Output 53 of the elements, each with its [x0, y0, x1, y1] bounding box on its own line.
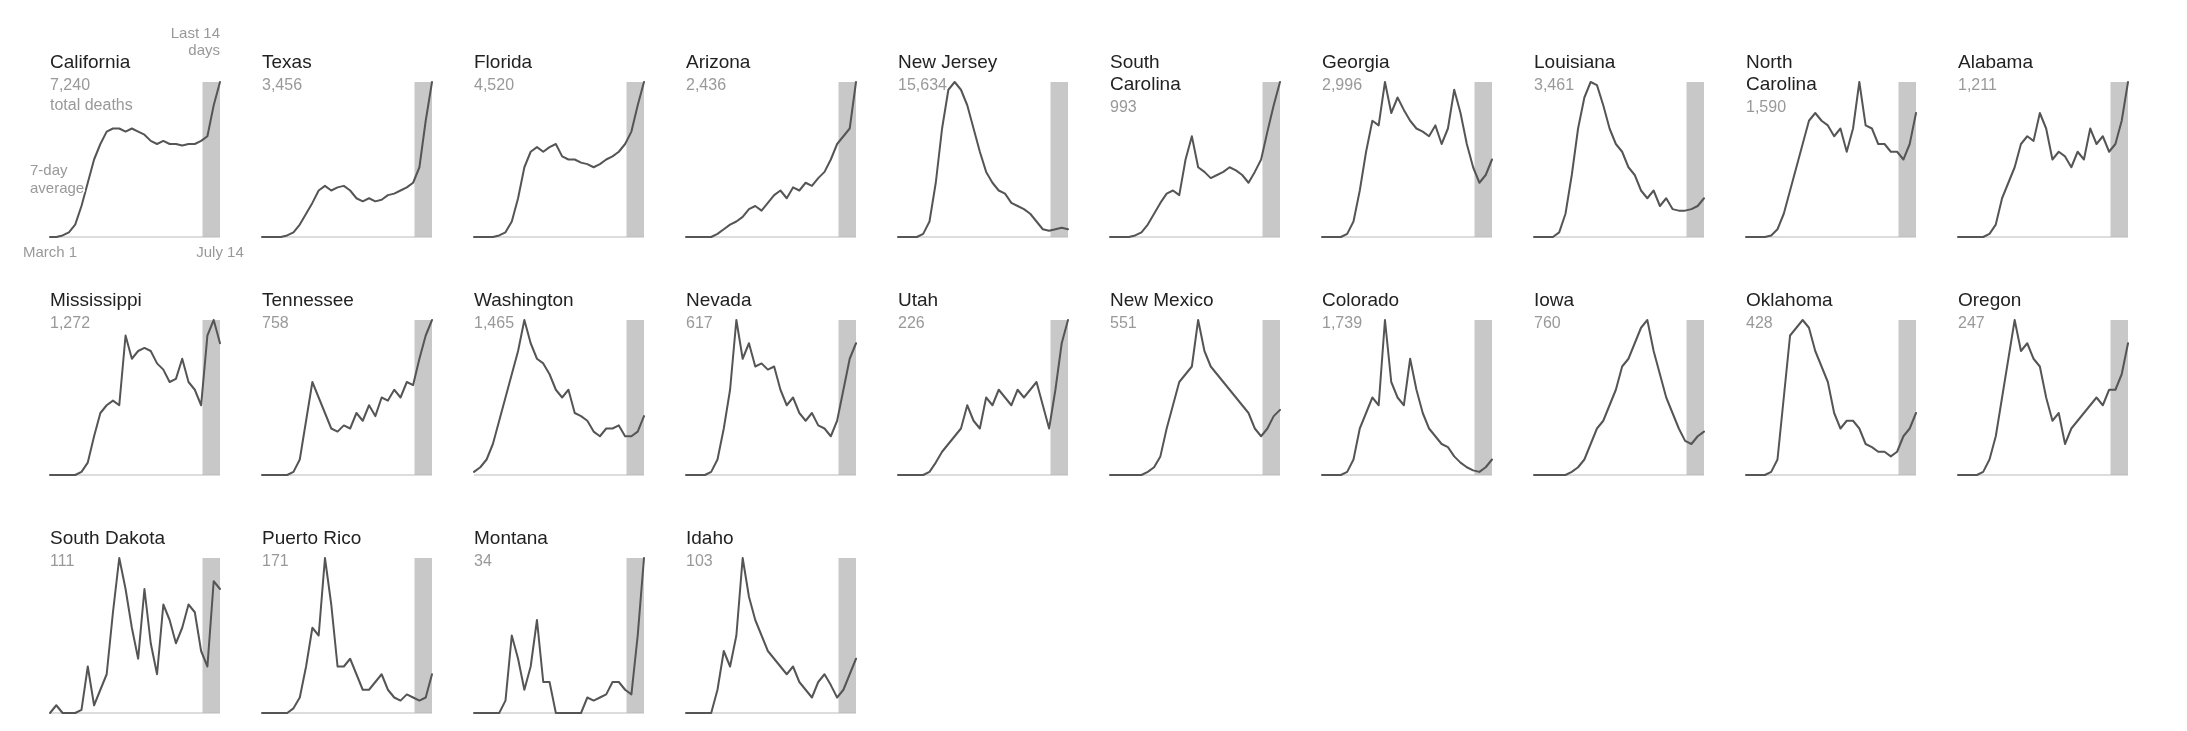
chart-title: New Mexico [1110, 289, 1214, 310]
text: 993 [1110, 98, 1137, 115]
annotation: total deaths [50, 96, 133, 113]
chart-subtitle: 226 [898, 314, 925, 331]
chart-title: Washington [474, 289, 574, 310]
chart-title: Tennessee [262, 289, 354, 310]
text: 1,590 [1746, 98, 1787, 115]
chart-title: Florida [474, 51, 533, 72]
chart-title: Mississippi [50, 289, 142, 310]
chart-title: South Dakota [50, 527, 166, 548]
chart-title: Georgia [1322, 51, 1391, 72]
chart-subtitle: 1,211 [1958, 76, 1997, 93]
chart-subtitle: 760 [1534, 314, 1561, 331]
chart-subtitle: 15,634 [898, 76, 948, 93]
chart-subtitle: 3,461 [1534, 76, 1575, 93]
chart-title: South Carolina [1110, 51, 1182, 94]
chart-subtitle: 1,465 [474, 314, 515, 331]
chart-title: Puerto Rico [262, 527, 362, 548]
x-tick-label: March 1 [22, 243, 78, 260]
chart-title: North Carolina [1746, 51, 1818, 94]
chart-subtitle: 3,456 [262, 76, 303, 93]
chart-subtitle: 2,996 [1322, 76, 1363, 93]
chart-title: Alabama [1958, 51, 2034, 72]
chart-subtitle: 1,272 [50, 314, 91, 331]
chart-title: California [50, 51, 131, 72]
chart-subtitle: 111 [50, 552, 75, 569]
chart-subtitle: 1,739 [1322, 314, 1363, 331]
chart-subtitle: 428 [1746, 314, 1773, 331]
chart-title: Oregon [1958, 289, 2022, 310]
chart-title: Iowa [1534, 289, 1575, 310]
chart-subtitle: 617 [686, 314, 713, 331]
chart-title: New Jersey [898, 51, 998, 72]
x-tick-label: July 14 [196, 243, 244, 260]
chart-title: Utah [898, 289, 939, 310]
chart-title: Montana [474, 527, 549, 548]
chart-subtitle: 551 [1110, 314, 1137, 331]
chart-title: Arizona [686, 51, 751, 72]
chart-subtitle: 171 [262, 552, 289, 569]
chart-title: Nevada [686, 289, 752, 310]
chart-subtitle: 4,520 [474, 76, 515, 93]
annotation: 7-day average [30, 161, 85, 196]
chart-subtitle: 103 [686, 552, 713, 569]
chart-subtitle: 758 [262, 314, 289, 331]
text: Last 14 days [170, 24, 220, 58]
chart-subtitle: 34 [474, 552, 492, 569]
chart-title: Oklahoma [1746, 289, 1834, 310]
chart-subtitle: 2,436 [686, 76, 727, 93]
chart-subtitle: 7,240 [50, 76, 91, 93]
chart-title: Texas [262, 51, 312, 72]
chart-title: Idaho [686, 527, 734, 548]
chart-subtitle: 247 [1958, 314, 1985, 331]
chart-title: Louisiana [1534, 51, 1616, 72]
chart-title: Colorado [1322, 289, 1400, 310]
